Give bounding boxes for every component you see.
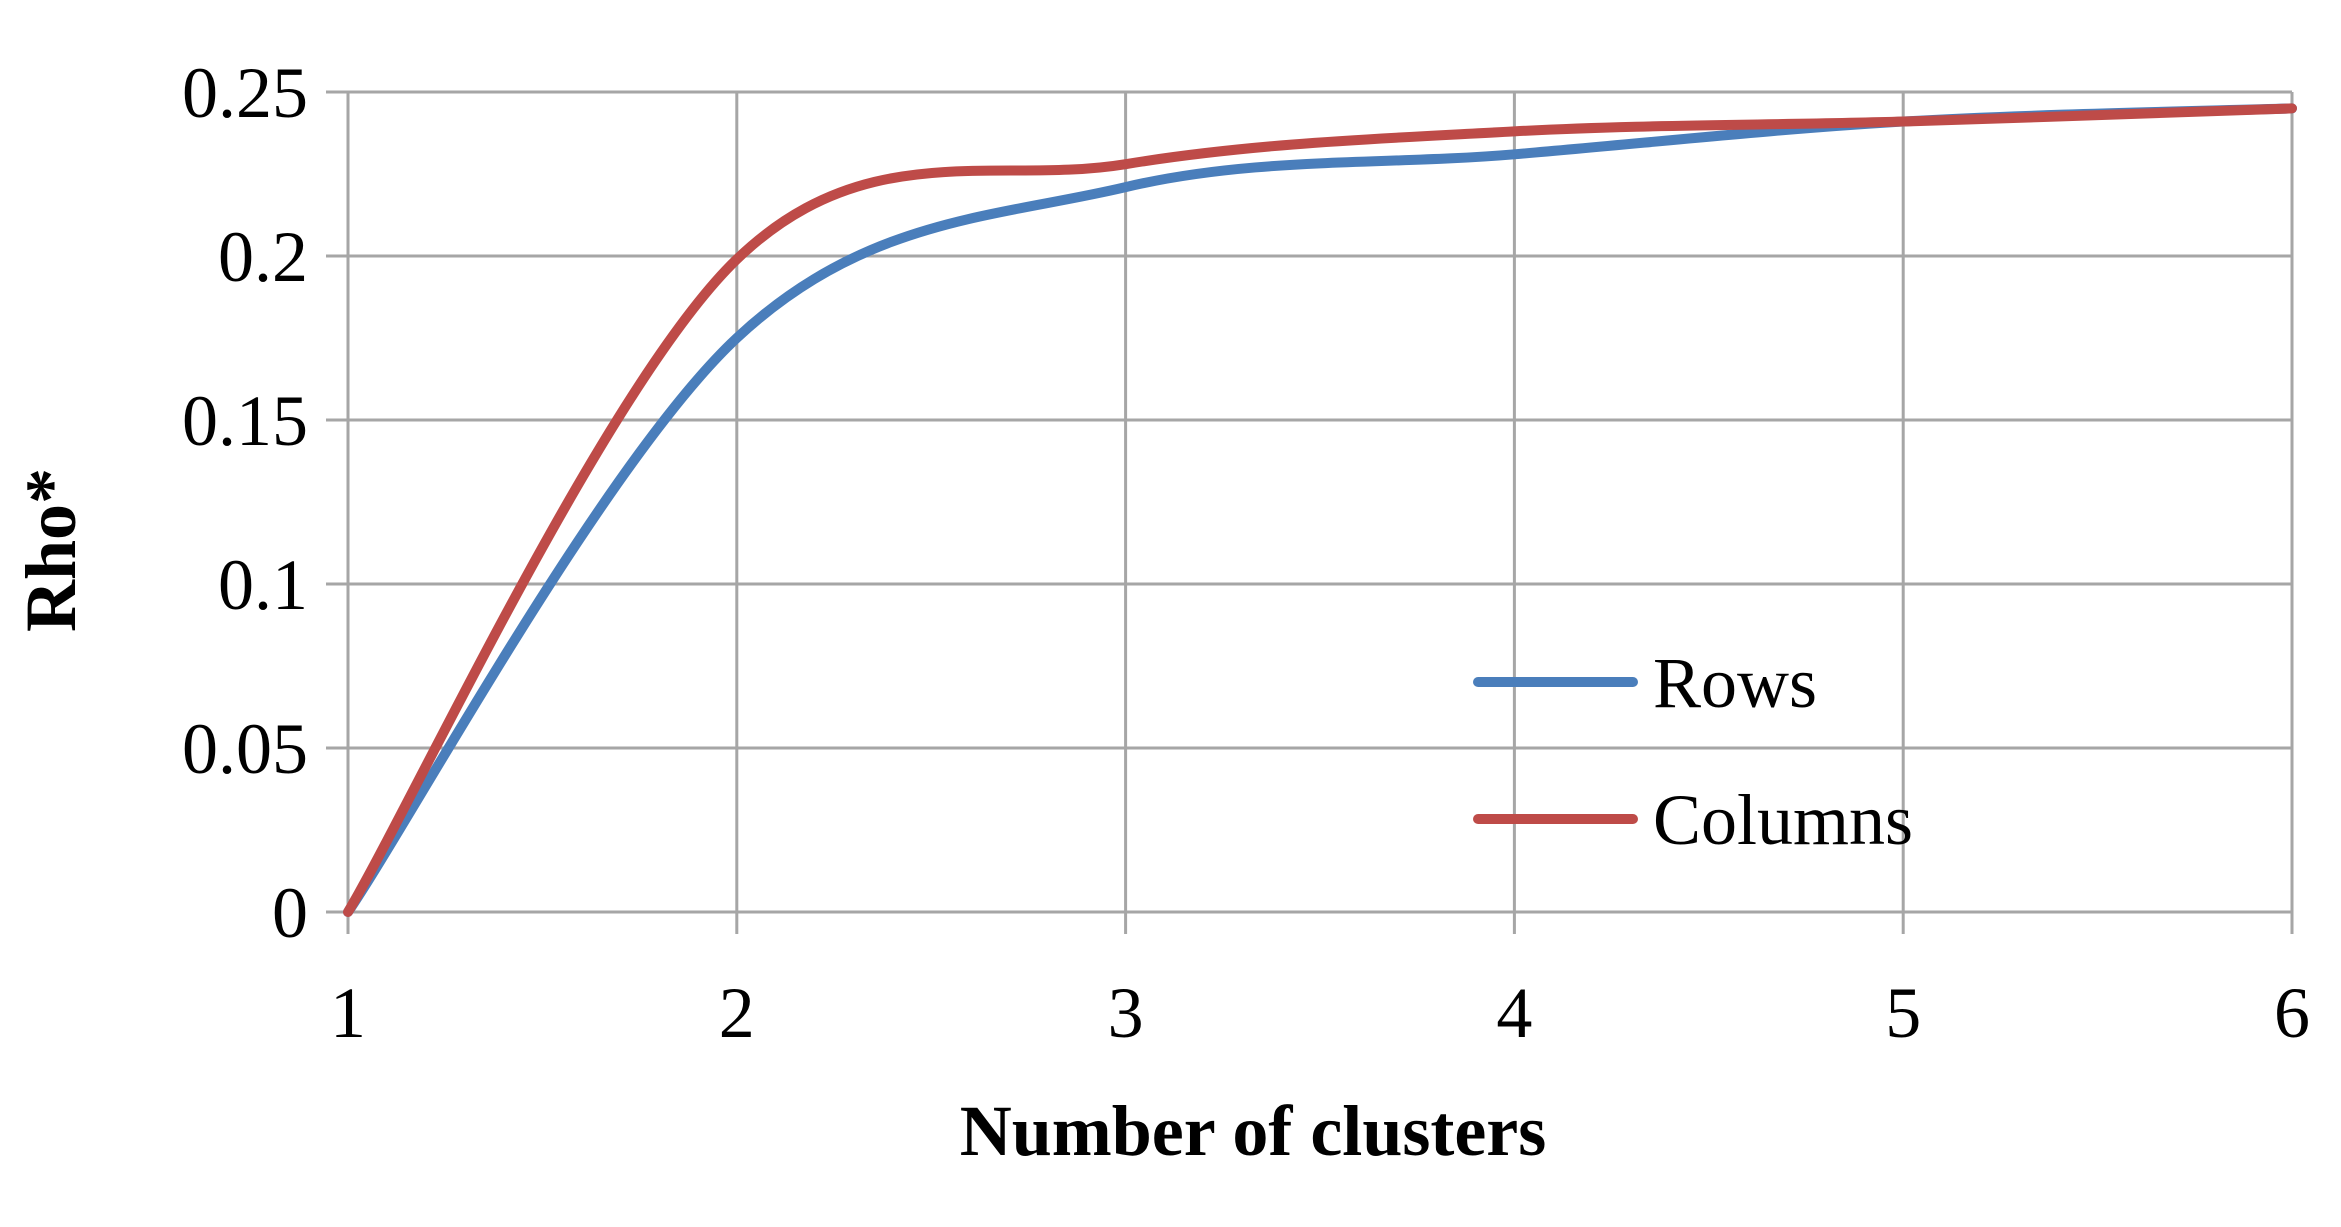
- y-tick-label: 0.05: [182, 709, 308, 789]
- legend-label-columns: Columns: [1653, 780, 1913, 860]
- y-tick-label: 0.1: [218, 545, 308, 625]
- axes: 0 0.05 0.1 0.15 0.2 0.25 1 2 3 4 5 6: [182, 53, 2310, 1053]
- legend-label-rows: Rows: [1653, 643, 1817, 723]
- x-tick-label: 2: [719, 973, 755, 1053]
- legend: Rows Columns: [1473, 643, 1913, 860]
- grid: [348, 90, 2294, 912]
- x-tick-label: 1: [330, 973, 366, 1053]
- series-lines: [343, 103, 2297, 917]
- x-tick-label: 3: [1108, 973, 1144, 1053]
- series-line-rows: [343, 103, 2297, 917]
- series-line-columns: [343, 103, 2297, 917]
- y-tick-label: 0.25: [182, 53, 308, 133]
- y-tick-label: 0.2: [218, 217, 308, 297]
- x-tick-label: 4: [1496, 973, 1532, 1053]
- y-tick-label: 0: [272, 873, 308, 953]
- x-axis-title: Number of clusters: [960, 1091, 1547, 1171]
- y-tick-label: 0.15: [182, 381, 308, 461]
- x-tick-label: 6: [2274, 973, 2310, 1053]
- x-tick-label: 5: [1885, 973, 1921, 1053]
- y-axis-title: Rho*: [11, 468, 91, 632]
